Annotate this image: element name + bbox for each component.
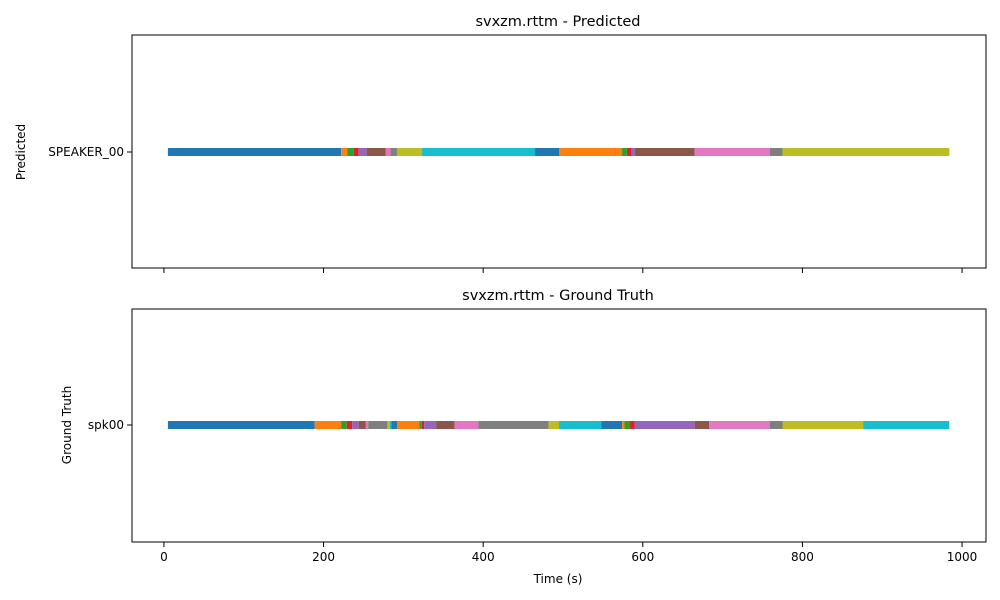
speaker-segment bbox=[424, 421, 437, 429]
speaker-segment bbox=[559, 148, 623, 156]
speaker-segment bbox=[358, 421, 366, 429]
speaker-segment bbox=[167, 148, 342, 156]
speaker-segment bbox=[396, 148, 422, 156]
x-tick-label: 600 bbox=[631, 550, 654, 564]
speaker-segment bbox=[366, 148, 386, 156]
speaker-segment bbox=[436, 421, 455, 429]
speaker-segment bbox=[535, 148, 559, 156]
predicted-y-tick-label: SPEAKER_00 bbox=[48, 145, 124, 159]
speaker-segment bbox=[365, 421, 369, 429]
x-tick-label: 200 bbox=[312, 550, 335, 564]
ground-truth-panel: svxzm.rttm - Ground Truth 0 200 400 600 800 1… bbox=[60, 288, 987, 586]
speaker-segment bbox=[368, 421, 388, 429]
speaker-segment bbox=[548, 421, 559, 429]
speaker-segment bbox=[454, 421, 479, 429]
speaker-segment bbox=[631, 148, 635, 156]
speaker-segment bbox=[782, 148, 950, 156]
speaker-segment bbox=[769, 421, 783, 429]
speaker-segment bbox=[341, 148, 348, 156]
speaker-segment bbox=[622, 421, 625, 429]
speaker-segment bbox=[419, 421, 422, 429]
predicted-title: svxzm.rttm - Predicted bbox=[475, 14, 640, 30]
predicted-panel: svxzm.rttm - Predicted SPEAKER_00 Predic… bbox=[14, 14, 987, 273]
speaker-segment bbox=[314, 421, 342, 429]
speaker-segment bbox=[630, 421, 635, 429]
speaker-segment bbox=[634, 148, 695, 156]
x-tick-label: 800 bbox=[791, 550, 814, 564]
speaker-segment bbox=[353, 148, 359, 156]
ground-truth-x-axis: 0 200 400 600 800 1000 bbox=[160, 542, 977, 564]
speaker-segment bbox=[624, 421, 631, 429]
speaker-segment bbox=[385, 148, 391, 156]
speaker-segment bbox=[601, 421, 623, 429]
x-axis-label: Time (s) bbox=[533, 572, 583, 586]
speaker-segment bbox=[863, 421, 950, 429]
ground-truth-y-axis-label: Ground Truth bbox=[60, 386, 74, 464]
speaker-segment bbox=[396, 421, 420, 429]
speaker-segment bbox=[391, 421, 397, 429]
speaker-segment bbox=[694, 421, 710, 429]
x-tick-label: 0 bbox=[160, 550, 168, 564]
ground-truth-title: svxzm.rttm - Ground Truth bbox=[462, 288, 654, 304]
speaker-segment bbox=[421, 421, 425, 429]
speaker-segment bbox=[358, 148, 367, 156]
speaker-segment bbox=[341, 421, 347, 429]
speaker-segment bbox=[709, 421, 770, 429]
speaker-segment bbox=[634, 421, 695, 429]
predicted-y-axis-label: Predicted bbox=[14, 124, 28, 180]
predicted-x-axis bbox=[163, 268, 963, 273]
x-tick-label: 400 bbox=[472, 550, 495, 564]
speaker-segment bbox=[559, 421, 602, 429]
speaker-segment bbox=[782, 421, 864, 429]
x-tick-label: 1000 bbox=[947, 550, 978, 564]
ground-truth-y-tick-label: spk00 bbox=[88, 418, 124, 432]
speaker-segment bbox=[694, 148, 770, 156]
speaker-segment bbox=[622, 148, 627, 156]
speaker-segment bbox=[769, 148, 783, 156]
ground-truth-segments bbox=[167, 421, 950, 429]
speaker-segment bbox=[346, 421, 353, 429]
speaker-segment bbox=[352, 421, 359, 429]
speaker-segment bbox=[390, 148, 397, 156]
speaker-segment bbox=[626, 148, 632, 156]
speaker-segment bbox=[387, 421, 390, 429]
speaker-segment bbox=[389, 421, 392, 429]
speaker-segment bbox=[167, 421, 315, 429]
speaker-segment bbox=[421, 148, 536, 156]
predicted-segments bbox=[167, 148, 950, 156]
speaker-segment bbox=[478, 421, 549, 429]
speaker-segment bbox=[347, 148, 354, 156]
